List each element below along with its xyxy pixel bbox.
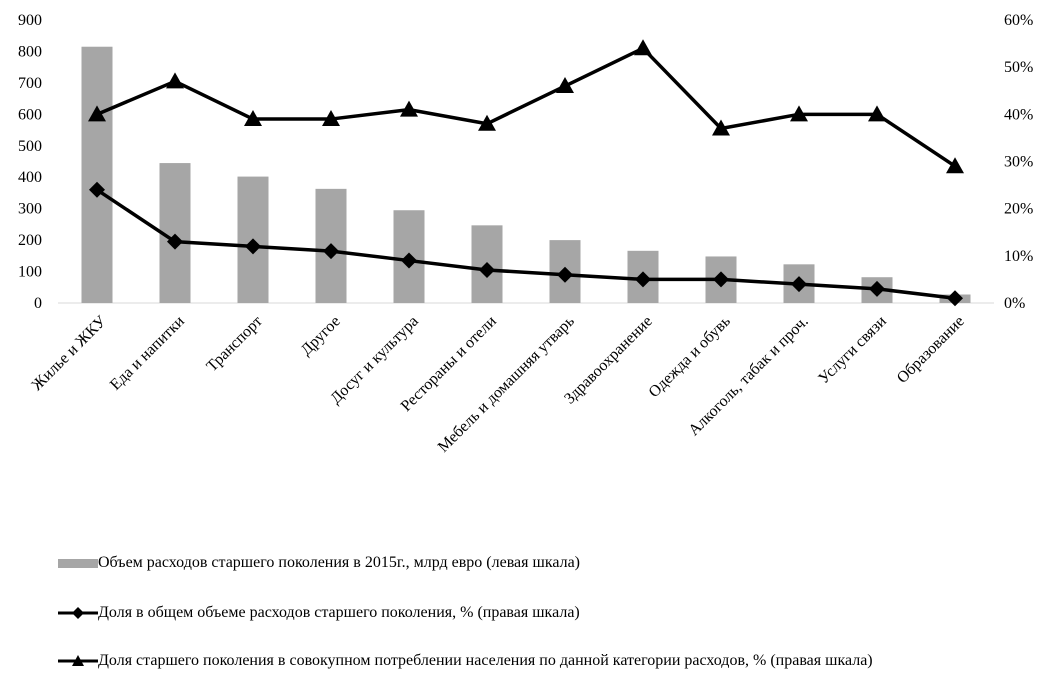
triangle-marker (634, 39, 652, 56)
triangle-marker (868, 105, 886, 122)
legend-bar-swatch (58, 554, 98, 572)
left-tick-label: 100 (18, 264, 42, 281)
legend-triangle-line-swatch (58, 652, 98, 670)
category-label: Одежда и обувь (646, 313, 734, 401)
triangle-marker (244, 110, 262, 127)
diamond-marker (791, 276, 807, 293)
bar-series (81, 46, 971, 303)
left-tick-label: 900 (18, 12, 42, 29)
diamond-marker (401, 252, 417, 269)
left-tick-label: 700 (18, 75, 42, 92)
left-tick-label: 400 (18, 169, 42, 186)
diamond-marker (245, 238, 261, 255)
right-tick-label: 20% (1004, 201, 1033, 218)
diamond-marker (89, 181, 105, 198)
triangle-marker (712, 119, 730, 136)
category-label: Жилье и ЖКУ (29, 312, 111, 394)
category-label: Образование (894, 313, 968, 387)
left-tick-label: 200 (18, 232, 42, 249)
legend-item-bar: Объем расходов старшего поколения в 2015… (58, 554, 580, 572)
triangle-marker (478, 114, 496, 131)
left-axis-ticks: 0 100 200 300 400 500 600 700 800 900 (18, 12, 42, 312)
left-tick-label: 500 (18, 138, 42, 155)
left-tick-label: 0 (34, 295, 42, 312)
bar (81, 46, 113, 303)
right-axis-ticks: 0% 10% 20% 30% 40% 50% 60% (1004, 12, 1033, 312)
diamond-marker (869, 280, 885, 297)
triangle-marker (166, 72, 184, 89)
right-tick-label: 0% (1004, 295, 1025, 312)
category-label: Услуги связи (815, 313, 890, 388)
right-tick-label: 10% (1004, 248, 1033, 265)
triangle-marker (790, 105, 808, 122)
diamond-marker (635, 271, 651, 288)
diamond-line-series (89, 181, 963, 307)
category-label: Другое (298, 313, 344, 359)
diamond-marker (557, 266, 573, 283)
legend-item-triangle-line: Доля старшего поколения в совокупном пот… (58, 652, 873, 670)
legend-label: Доля в общем объеме расходов старшего по… (98, 604, 580, 621)
triangle-line-series (88, 39, 964, 174)
series-line (96, 46, 956, 168)
left-tick-label: 600 (18, 106, 42, 123)
legend-item-diamond-line: Доля в общем объеме расходов старшего по… (58, 604, 580, 622)
series-line (96, 188, 956, 301)
legend-label: Объем расходов старшего поколения в 2015… (98, 554, 581, 571)
right-tick-label: 40% (1004, 106, 1033, 123)
category-label: Еда и напитки (107, 312, 188, 393)
right-tick-label: 60% (1004, 12, 1033, 29)
triangle-marker (88, 105, 106, 122)
category-label: Мебель и домашняя утварь (435, 313, 578, 456)
legend-diamond-line-swatch (58, 604, 98, 622)
left-tick-label: 300 (18, 201, 42, 218)
triangle-marker (322, 110, 340, 127)
triangle-marker (556, 77, 574, 94)
diamond-marker (479, 261, 495, 278)
legend-label: Доля старшего поколения в совокупном пот… (98, 652, 873, 669)
diamond-marker (947, 290, 963, 307)
diamond-marker (167, 233, 183, 250)
right-tick-label: 30% (1004, 154, 1033, 171)
right-tick-label: 50% (1004, 59, 1033, 76)
left-tick-label: 800 (18, 43, 42, 60)
category-label: Транспорт (203, 313, 265, 375)
triangle-marker (946, 157, 964, 174)
diamond-marker (323, 243, 339, 260)
triangle-marker (400, 100, 418, 117)
diamond-marker (713, 271, 729, 288)
